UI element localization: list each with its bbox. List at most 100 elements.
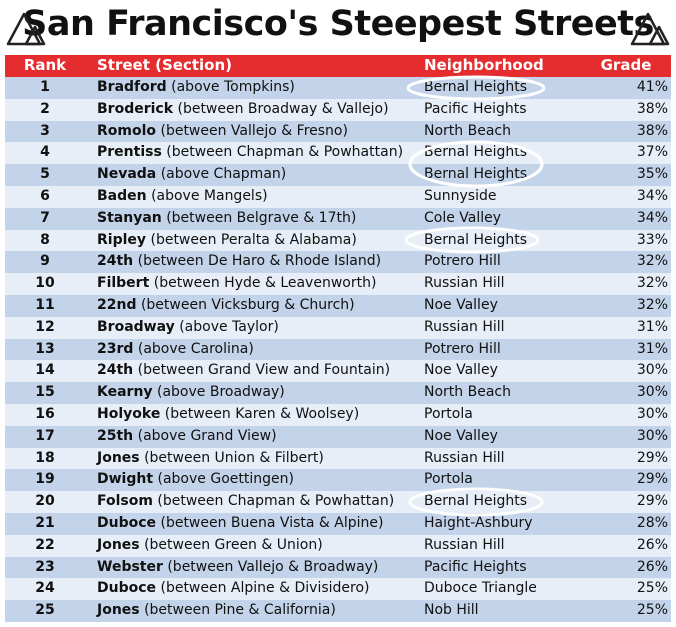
header-cell: Rank: [23, 56, 67, 74]
street-cell: Ripley (between Peralta & Alabama): [97, 230, 357, 252]
rank-cell: 15: [35, 384, 55, 401]
street-cell: Stanyan (between Belgrave & 17th): [97, 208, 356, 230]
table-row: 4 Prentiss (between Chapman & Powhattan) B…: [5, 142, 671, 165]
street-section: (between Green & Union): [144, 536, 323, 553]
table-row: 12 Broadway (above Taylor) Russian Hill 31%: [5, 316, 671, 339]
table-row: 5 Nevada (above Chapman) Bernal Heights 35%: [5, 164, 671, 186]
street-cell: Baden (above Mangels): [97, 186, 268, 208]
street-section: (between Belgrave & 17th): [166, 209, 357, 226]
street-cell: Prentiss (between Chapman & Powhattan): [97, 142, 403, 164]
table-row: 11 22nd (between Vicksburg & Church) Noe V…: [5, 295, 671, 317]
neighborhood-cell: Duboce Triangle: [424, 580, 537, 597]
highlight-ellipse: [404, 226, 540, 254]
grade-cell: 30%: [636, 362, 668, 379]
table-row: 8 Ripley (between Peralta & Alabama) Berna…: [5, 229, 671, 252]
neighborhood-cell: Potrero Hill: [424, 340, 501, 357]
street-section: (between Broadway & Vallejo): [177, 100, 389, 117]
street-cell: 22nd (between Vicksburg & Church): [97, 295, 355, 317]
grade-cell: 32%: [636, 275, 668, 292]
table-row: 1 Bradford (above Tompkins) Bernal Heights…: [5, 77, 671, 99]
table-row: 9 24th (between De Haro & Rhode Island) Po…: [5, 251, 671, 274]
street-name: Holyoke: [97, 406, 161, 422]
rank-cell: 23: [35, 558, 55, 575]
rank-cell: 16: [35, 406, 55, 422]
neighborhood-cell: Cole Valley: [424, 209, 502, 226]
street-cell: Broderick (between Broadway & Vallejo): [97, 99, 389, 121]
table-row: 14 24th (between Grand View and Fountain)…: [5, 360, 671, 383]
neighborhood-cell: North Beach: [424, 384, 511, 401]
street-name: 23rd: [97, 340, 134, 357]
street-name: Webster: [97, 558, 163, 575]
street-name: Jones: [97, 602, 140, 619]
neighborhood-cell: Noe Valley: [424, 427, 498, 444]
neighborhood-cell: Russian Hill: [424, 275, 505, 292]
street-cell: Jones (between Union & Filbert): [97, 448, 324, 470]
street-cell: Webster (between Vallejo & Broadway): [97, 557, 378, 579]
table-row: 23 Webster (between Vallejo & Broadway) Pa…: [5, 556, 671, 579]
highlight-ellipse: [406, 75, 546, 101]
neighborhood-cell: Russian Hill: [424, 449, 505, 466]
street-section: (between Chapman & Powhattan): [166, 144, 404, 161]
grade-cell: 30%: [636, 427, 668, 444]
table-row: 18 Jones (between Union & Filbert) Russian…: [5, 447, 671, 470]
street-name: Prentiss: [97, 144, 162, 161]
rank-cell: 1: [40, 79, 50, 95]
street-section: (between Alpine & Divisidero): [160, 580, 370, 597]
highlight-ellipse: [408, 487, 544, 517]
rank-cell: 24: [35, 580, 55, 597]
table-row: 24 Duboce (between Alpine & Divisidero) Du…: [5, 578, 671, 601]
rank-cell: 9: [40, 253, 50, 270]
rank-cell: 19: [35, 471, 55, 488]
neighborhood-cell: Portola: [424, 406, 473, 422]
table-row: 20 Folsom (between Chapman & Powhattan) Be…: [5, 491, 671, 513]
street-name: Broderick: [97, 100, 174, 117]
street-cell: Dwight (above Goettingen): [97, 469, 294, 491]
street-cell: 23rd (above Carolina): [97, 339, 254, 361]
grade-cell: 29%: [636, 449, 668, 466]
rank-cell: 6: [40, 188, 50, 204]
grade-cell: 31%: [636, 318, 668, 335]
neighborhood-cell: Potrero Hill: [424, 253, 501, 270]
street-name: Filbert: [97, 275, 150, 292]
street-cell: Folsom (between Chapman & Powhattan): [97, 491, 394, 513]
rank-cell: 3: [40, 122, 50, 139]
grade-cell: 37%: [636, 144, 668, 161]
header-cell: Grade: [600, 56, 652, 74]
street-cell: Kearny (above Broadway): [97, 382, 285, 404]
street-cell: Bradford (above Tompkins): [97, 77, 295, 99]
neighborhood-cell: Nob Hill: [424, 602, 479, 619]
street-section: (above Mangels): [151, 188, 268, 204]
neighborhood-cell: Bernal Heights: [424, 144, 528, 161]
street-name: Bradford: [97, 79, 167, 95]
highlight-ellipse: [408, 140, 544, 188]
street-name: Folsom: [97, 493, 153, 510]
street-section: (between Vallejo & Fresno): [160, 122, 348, 139]
street-section: (above Carolina): [137, 340, 254, 357]
street-name: Nevada: [97, 166, 157, 183]
street-section: (between Hyde & Leavenworth): [153, 275, 377, 292]
street-section: (between Pine & California): [144, 602, 336, 619]
street-section: (between De Haro & Rhode Island): [137, 253, 382, 270]
street-cell: 24th (between De Haro & Rhode Island): [97, 251, 381, 273]
table-row: 10 Filbert (between Hyde & Leavenworth) Ru…: [5, 273, 671, 295]
rank-cell: 2: [40, 100, 50, 117]
street-section: (between Grand View and Fountain): [137, 362, 391, 379]
street-name: Duboce: [97, 580, 157, 597]
street-cell: Duboce (between Buena Vista & Alpine): [97, 513, 383, 535]
neighborhood-cell: Bernal Heights: [424, 231, 528, 248]
table-row: 13 23rd (above Carolina) Potrero Hill 31%: [5, 338, 671, 361]
title: San Francisco's Steepest Streets: [22, 4, 654, 44]
street-name: Duboce: [97, 515, 157, 531]
neighborhood-cell: North Beach: [424, 122, 511, 139]
grade-cell: 34%: [636, 209, 668, 226]
street-cell: Jones (between Pine & California): [97, 600, 336, 622]
grade-cell: 26%: [636, 558, 668, 575]
neighborhood-cell: Haight-Ashbury: [424, 515, 533, 531]
street-cell: Duboce (between Alpine & Divisidero): [97, 578, 370, 600]
street-cell: 25th (above Grand View): [97, 426, 277, 448]
street-cell: Romolo (between Vallejo & Fresno): [97, 121, 348, 143]
neighborhood-cell: Bernal Heights: [424, 166, 528, 183]
grade-cell: 34%: [636, 188, 668, 204]
